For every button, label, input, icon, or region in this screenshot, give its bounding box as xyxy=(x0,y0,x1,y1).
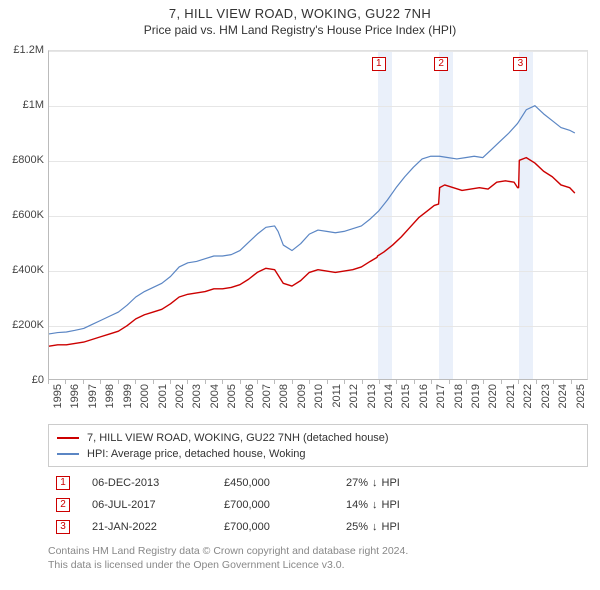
tx-price: £450,000 xyxy=(224,472,324,494)
y-tick-label: £200K xyxy=(0,319,44,331)
chart-marker: 3 xyxy=(513,57,527,71)
legend-label-subject: 7, HILL VIEW ROAD, WOKING, GU22 7NH (det… xyxy=(87,430,389,446)
x-tick-label: 2010 xyxy=(313,384,325,408)
y-tick-label: £600K xyxy=(0,209,44,221)
x-tick-label: 2017 xyxy=(435,384,447,408)
x-tick-label: 1998 xyxy=(104,384,116,408)
y-tick-label: £400K xyxy=(0,264,44,276)
transaction-table: 1 06-DEC-2013 £450,000 27% HPI 2 06-JUL-2017 £… xyxy=(48,466,588,544)
chart-subtitle: Price paid vs. HM Land Registry's House … xyxy=(0,23,600,37)
tx-price: £700,000 xyxy=(224,494,324,516)
tx-pct: 25% HPI xyxy=(346,516,466,538)
tx-pct: 27% HPI xyxy=(346,472,466,494)
transaction-row: 1 06-DEC-2013 £450,000 27% HPI xyxy=(56,472,580,494)
series-subject xyxy=(49,158,575,347)
x-tick-label: 2000 xyxy=(139,384,151,408)
footer-line-2: This data is licensed under the Open Gov… xyxy=(48,558,588,572)
x-tick-label: 2002 xyxy=(174,384,186,408)
chart-marker: 1 xyxy=(372,57,386,71)
transaction-row: 2 06-JUL-2017 £700,000 14% HPI xyxy=(56,494,580,516)
y-tick-label: £0 xyxy=(0,374,44,386)
chart-marker: 2 xyxy=(434,57,448,71)
series-hpi xyxy=(49,106,575,334)
x-tick-label: 1999 xyxy=(122,384,134,408)
tx-date: 06-JUL-2017 xyxy=(92,494,202,516)
chart-title: 7, HILL VIEW ROAD, WOKING, GU22 7NH xyxy=(0,6,600,21)
tx-pct: 14% HPI xyxy=(346,494,466,516)
x-tick-label: 1997 xyxy=(87,384,99,408)
arrow-down-icon xyxy=(372,494,378,516)
legend-swatch-subject xyxy=(57,437,79,439)
tx-price: £700,000 xyxy=(224,516,324,538)
tx-date: 21-JAN-2022 xyxy=(92,516,202,538)
titles: 7, HILL VIEW ROAD, WOKING, GU22 7NH Pric… xyxy=(0,0,600,37)
x-tick-label: 2004 xyxy=(209,384,221,408)
footer: Contains HM Land Registry data © Crown c… xyxy=(48,544,588,572)
legend-item-subject: 7, HILL VIEW ROAD, WOKING, GU22 7NH (det… xyxy=(57,430,579,446)
tx-marker: 2 xyxy=(56,498,70,512)
x-tick-label: 2023 xyxy=(540,384,552,408)
transaction-row: 3 21-JAN-2022 £700,000 25% HPI xyxy=(56,516,580,538)
x-tick-label: 2020 xyxy=(487,384,499,408)
chart-container: 7, HILL VIEW ROAD, WOKING, GU22 7NH Pric… xyxy=(0,0,600,590)
x-tick-label: 2018 xyxy=(453,384,465,408)
x-tick-label: 2005 xyxy=(226,384,238,408)
x-tick-label: 2007 xyxy=(261,384,273,408)
footer-line-1: Contains HM Land Registry data © Crown c… xyxy=(48,544,588,558)
plot-area: 1 2 3 xyxy=(48,50,588,380)
tx-marker: 1 xyxy=(56,476,70,490)
legend-swatch-hpi xyxy=(57,453,79,455)
y-tick-label: £1.2M xyxy=(0,44,44,56)
y-tick-label: £800K xyxy=(0,154,44,166)
legend: 7, HILL VIEW ROAD, WOKING, GU22 7NH (det… xyxy=(48,424,588,467)
x-tick-label: 1995 xyxy=(52,384,64,408)
x-tick-label: 2008 xyxy=(278,384,290,408)
x-tick-label: 2015 xyxy=(400,384,412,408)
x-tick-label: 2003 xyxy=(191,384,203,408)
tx-marker: 3 xyxy=(56,520,70,534)
x-tick-label: 2012 xyxy=(348,384,360,408)
x-tick-label: 2025 xyxy=(575,384,587,408)
y-tick-label: £1M xyxy=(0,99,44,111)
arrow-down-icon xyxy=(372,516,378,538)
x-tick-label: 2006 xyxy=(244,384,256,408)
x-tick-label: 2011 xyxy=(331,384,343,408)
x-tick-label: 2013 xyxy=(366,384,378,408)
legend-item-hpi: HPI: Average price, detached house, Woki… xyxy=(57,446,579,462)
legend-label-hpi: HPI: Average price, detached house, Woki… xyxy=(87,446,306,462)
x-tick-label: 1996 xyxy=(69,384,81,408)
x-tick-label: 2016 xyxy=(418,384,430,408)
x-tick-label: 2021 xyxy=(505,384,517,408)
x-tick-label: 2024 xyxy=(557,384,569,408)
x-tick-label: 2022 xyxy=(522,384,534,408)
x-tick-label: 2019 xyxy=(470,384,482,408)
line-series-svg xyxy=(49,51,587,379)
x-tick-label: 2009 xyxy=(296,384,308,408)
tx-date: 06-DEC-2013 xyxy=(92,472,202,494)
arrow-down-icon xyxy=(372,472,378,494)
x-tick-label: 2001 xyxy=(157,384,169,408)
x-tick-label: 2014 xyxy=(383,384,395,408)
